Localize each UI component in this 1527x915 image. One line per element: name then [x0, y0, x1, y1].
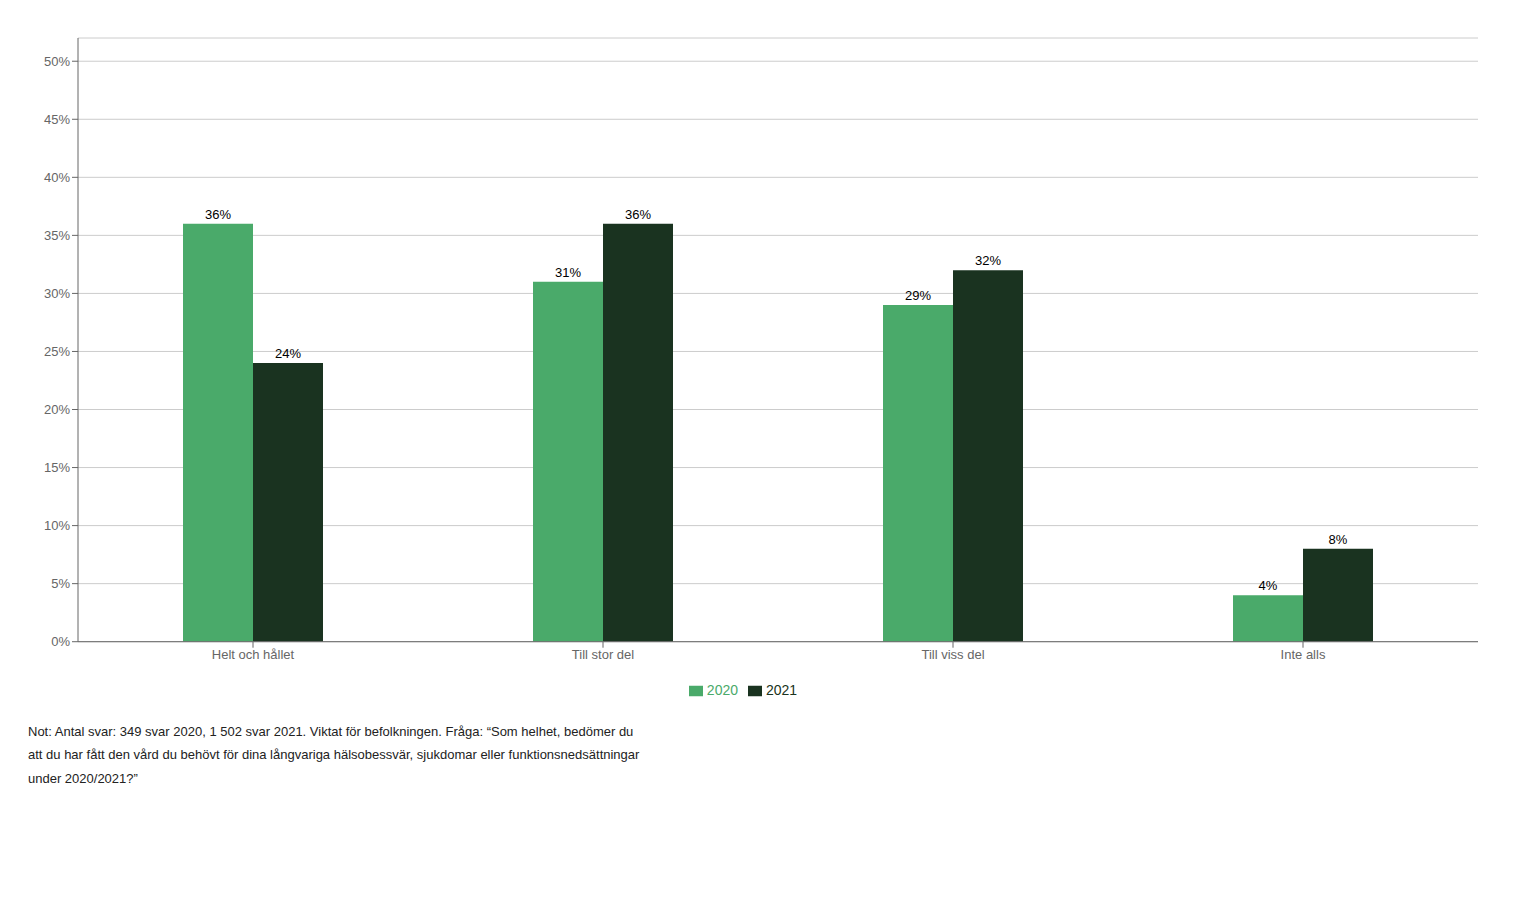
html-text:2021: 2021 [766, 681, 798, 698]
svg-text:Inte alls: Inte alls [1281, 647, 1326, 662]
svg-text:15%: 15% [44, 460, 70, 475]
svg-text:Helt och hållet: Helt och hållet [212, 647, 295, 662]
svg-text:50%: 50% [44, 54, 70, 69]
svg-text:32%: 32% [975, 253, 1001, 268]
html-text:att du har fått den vård du be: att du har fått den vård du behövt för d… [28, 747, 640, 763]
svg-text:5%: 5% [51, 576, 70, 591]
svg-text:25%: 25% [44, 344, 70, 359]
svg-text:40%: 40% [44, 170, 70, 185]
svg-text:8%: 8% [1329, 532, 1348, 547]
svg-text:Till stor del: Till stor del [572, 647, 634, 662]
svg-text:29%: 29% [905, 288, 931, 303]
html-text:under 2020/2021?”: under 2020/2021?” [28, 770, 138, 786]
svg-text:35%: 35% [44, 228, 70, 243]
svg-text:Till viss del: Till viss del [921, 647, 984, 662]
svg-text:20%: 20% [44, 402, 70, 417]
svg-text:0%: 0% [51, 634, 70, 649]
svg-text:10%: 10% [44, 518, 70, 533]
svg-text:36%: 36% [205, 207, 231, 222]
svg-text:24%: 24% [275, 346, 301, 361]
svg-text:45%: 45% [44, 112, 70, 127]
svg-text:4%: 4% [1259, 578, 1278, 593]
svg-text:31%: 31% [555, 265, 581, 280]
svg-text:30%: 30% [44, 286, 70, 301]
html-text:Not: Antal svar: 349 svar 2020: Not: Antal svar: 349 svar 2020, 1 502 sv… [28, 724, 634, 739]
svg-text:36%: 36% [625, 207, 651, 222]
html-text:2020: 2020 [706, 681, 738, 698]
